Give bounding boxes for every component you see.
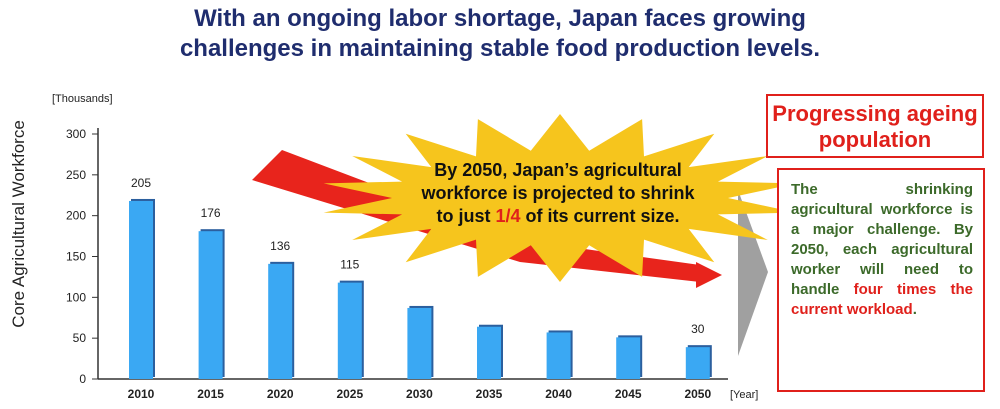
- callout-line-1: By 2050, Japan’s agricultural: [434, 160, 681, 180]
- y-tick-label: 50: [73, 331, 87, 345]
- x-tick-label: 2045: [615, 387, 642, 401]
- x-tick-label: 2020: [267, 387, 294, 401]
- info-text-end: .: [912, 301, 917, 318]
- data-label: 30: [691, 322, 705, 336]
- y-tick-label: 250: [66, 168, 86, 182]
- x-tick-label: 2030: [406, 387, 433, 401]
- x-tick-label: 2035: [476, 387, 503, 401]
- workload-info-box: The shrinking agricultural workforce is …: [777, 168, 985, 392]
- callout-line-3: to just 1/4 of its current size.: [436, 206, 679, 226]
- data-label: 176: [201, 206, 221, 220]
- bar-2010: [129, 200, 153, 379]
- y-tick-label: 100: [66, 290, 86, 304]
- bar-2030: [407, 307, 432, 379]
- data-label: 205: [131, 176, 151, 190]
- ageing-population-box: Progressing ageing population: [766, 94, 984, 158]
- ageing-line-1: Progressing ageing: [772, 101, 978, 126]
- ageing-line-2: population: [818, 127, 932, 152]
- info-highlight: four times the current workload: [791, 281, 973, 318]
- x-tick-label: 2010: [128, 387, 155, 401]
- starburst-shape: [323, 114, 797, 282]
- callout-line-2: workforce is projected to shrink: [420, 183, 695, 203]
- y-axis-title: Core Agricultural Workforce: [9, 120, 28, 328]
- data-label: 136: [270, 239, 290, 253]
- bar-2025: [337, 282, 362, 379]
- y-tick-label: 0: [79, 372, 86, 386]
- x-tick-label: 2050: [684, 387, 711, 401]
- info-text: The shrinking agricultural workforce is …: [791, 181, 973, 298]
- callout-line-3-end: of its current size.: [520, 206, 679, 226]
- y-tick-label: 300: [66, 127, 86, 141]
- headline: With an ongoing labor shortage, Japan fa…: [179, 5, 821, 62]
- bar-2040: [546, 332, 571, 379]
- y-tick-label: 150: [66, 250, 86, 264]
- bar-2015: [198, 231, 223, 379]
- callout-line-3-start: to just: [436, 206, 495, 226]
- bar-2035: [477, 326, 501, 379]
- x-tick-label: 2015: [197, 387, 224, 401]
- gray-arrow: [738, 190, 768, 356]
- callout-highlight: 1/4: [495, 206, 520, 226]
- x-tick-label: 2040: [545, 387, 572, 401]
- bar-2050: [685, 347, 710, 379]
- bar-2020: [268, 263, 293, 379]
- y-tick-label: 200: [66, 209, 86, 223]
- bar-2045: [616, 337, 641, 379]
- y-unit-label: [Thousands]: [52, 93, 113, 105]
- x-tick-label: 2025: [336, 387, 363, 401]
- data-label: 115: [340, 258, 359, 272]
- x-unit-label: [Year]: [730, 389, 758, 401]
- callout-text: By 2050, Japan’s agricultural workforce …: [420, 160, 695, 226]
